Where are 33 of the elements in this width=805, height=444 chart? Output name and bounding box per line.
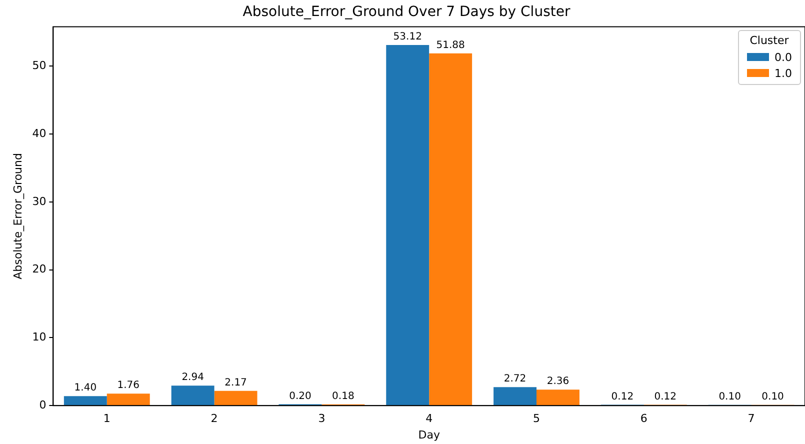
data-label: 2.17 [224, 377, 247, 388]
data-label: 0.12 [611, 391, 634, 402]
x-tick-label: 1 [103, 412, 110, 426]
x-tick-label: 6 [640, 412, 648, 426]
data-label: 0.10 [718, 392, 741, 403]
y-axis-title: Absolute_Error_Ground [11, 153, 24, 280]
y-tick-label: 20 [32, 262, 46, 276]
x-tick-label: 5 [533, 412, 540, 426]
x-tick-label: 4 [426, 412, 433, 426]
data-label: 0.18 [332, 390, 354, 402]
data-label: 2.72 [504, 374, 526, 385]
data-label: 0.20 [289, 390, 312, 402]
x-tick-label: 3 [318, 412, 326, 426]
data-label: 0.12 [654, 391, 677, 402]
y-tick-label: 30 [32, 194, 46, 208]
data-label: 2.94 [182, 372, 204, 384]
data-label: 0.10 [762, 392, 784, 403]
data-label: 51.88 [436, 40, 465, 52]
chart-title: Absolute_Error_Ground Over 7 Days by Cluster [242, 4, 570, 20]
data-label: 2.36 [546, 376, 570, 388]
x-tick-label: 7 [748, 412, 755, 426]
data-label: 1.40 [74, 382, 97, 394]
y-tick-label: 10 [32, 330, 46, 344]
legend-label: 1.0 [774, 66, 792, 80]
y-tick-label: 0 [39, 398, 46, 412]
x-tick-label: 2 [210, 412, 218, 426]
x-axis-title: Day [418, 428, 440, 442]
legend-label: 0.0 [774, 50, 792, 64]
data-label: 53.12 [393, 32, 422, 43]
y-tick-label: 40 [32, 126, 46, 140]
legend-title: Cluster [748, 34, 790, 47]
y-tick-label: 50 [32, 59, 46, 72]
data-label: 1.76 [117, 380, 140, 392]
